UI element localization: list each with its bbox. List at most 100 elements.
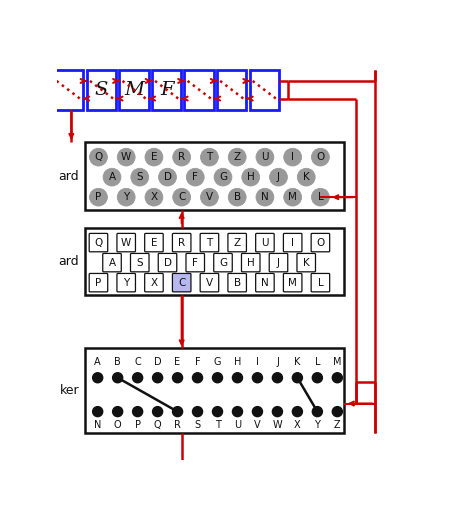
- Text: F: F: [192, 257, 198, 268]
- Text: J: J: [276, 357, 279, 368]
- Circle shape: [173, 406, 183, 417]
- Text: H: H: [234, 357, 241, 368]
- Circle shape: [252, 373, 263, 383]
- FancyBboxPatch shape: [89, 233, 108, 252]
- Text: E: E: [151, 152, 157, 162]
- Circle shape: [133, 406, 143, 417]
- FancyBboxPatch shape: [283, 273, 302, 292]
- Circle shape: [103, 169, 121, 186]
- FancyBboxPatch shape: [173, 273, 191, 292]
- Circle shape: [213, 373, 223, 383]
- Circle shape: [252, 406, 263, 417]
- Text: X: X: [294, 420, 301, 431]
- Text: F: F: [160, 81, 174, 99]
- Text: S: S: [136, 172, 143, 182]
- Text: I: I: [291, 152, 294, 162]
- Circle shape: [213, 406, 223, 417]
- Text: A: A: [108, 172, 116, 182]
- Circle shape: [292, 373, 302, 383]
- Text: D: D: [163, 172, 172, 182]
- FancyBboxPatch shape: [186, 253, 205, 272]
- Text: K: K: [303, 172, 310, 182]
- Text: E: E: [151, 238, 157, 248]
- Text: V: V: [206, 192, 213, 202]
- Circle shape: [173, 188, 190, 206]
- Bar: [185, 70, 214, 110]
- FancyBboxPatch shape: [103, 253, 121, 272]
- Text: V: V: [254, 420, 261, 431]
- Text: R: R: [174, 420, 181, 431]
- Bar: [152, 70, 181, 110]
- FancyBboxPatch shape: [173, 233, 191, 252]
- Text: S: S: [136, 257, 143, 268]
- Text: A: A: [95, 357, 101, 368]
- Text: B: B: [234, 278, 241, 287]
- Text: R: R: [178, 238, 185, 248]
- Circle shape: [93, 406, 103, 417]
- Circle shape: [192, 373, 202, 383]
- Text: Y: Y: [314, 420, 320, 431]
- Circle shape: [145, 188, 163, 206]
- Text: W: W: [121, 238, 131, 248]
- Text: J: J: [277, 172, 280, 182]
- Circle shape: [297, 169, 315, 186]
- Circle shape: [118, 188, 135, 206]
- Circle shape: [173, 373, 183, 383]
- FancyBboxPatch shape: [256, 233, 274, 252]
- Text: B: B: [234, 192, 241, 202]
- Text: D: D: [154, 357, 162, 368]
- Circle shape: [133, 373, 143, 383]
- Circle shape: [112, 406, 123, 417]
- Text: Z: Z: [234, 152, 241, 162]
- Text: N: N: [261, 192, 269, 202]
- Text: ard: ard: [58, 255, 79, 268]
- Text: N: N: [94, 420, 101, 431]
- Circle shape: [292, 406, 302, 417]
- FancyBboxPatch shape: [241, 253, 260, 272]
- Text: B: B: [114, 357, 121, 368]
- Text: Y: Y: [123, 192, 129, 202]
- FancyBboxPatch shape: [89, 273, 108, 292]
- Circle shape: [173, 148, 190, 166]
- FancyBboxPatch shape: [269, 253, 288, 272]
- Circle shape: [232, 373, 242, 383]
- FancyBboxPatch shape: [283, 233, 302, 252]
- Text: Q: Q: [95, 152, 102, 162]
- Circle shape: [145, 148, 163, 166]
- Bar: [217, 70, 246, 110]
- Circle shape: [312, 188, 329, 206]
- Text: Q: Q: [95, 238, 102, 248]
- FancyBboxPatch shape: [256, 273, 274, 292]
- Bar: [119, 70, 149, 110]
- Text: Y: Y: [123, 278, 129, 287]
- Text: W: W: [121, 152, 131, 162]
- Circle shape: [192, 406, 202, 417]
- FancyBboxPatch shape: [145, 233, 163, 252]
- Text: S: S: [195, 420, 201, 431]
- Text: X: X: [151, 278, 157, 287]
- FancyBboxPatch shape: [200, 273, 218, 292]
- Text: K: K: [303, 257, 310, 268]
- Text: ker: ker: [60, 384, 79, 398]
- Text: S: S: [95, 81, 108, 99]
- Text: U: U: [261, 238, 269, 248]
- Text: P: P: [134, 420, 140, 431]
- Bar: [250, 70, 279, 110]
- Circle shape: [232, 406, 242, 417]
- Text: N: N: [261, 278, 269, 287]
- FancyBboxPatch shape: [311, 233, 330, 252]
- Circle shape: [152, 406, 162, 417]
- Bar: [84, 348, 344, 433]
- Text: V: V: [206, 278, 213, 287]
- FancyBboxPatch shape: [117, 273, 135, 292]
- Text: R: R: [178, 152, 185, 162]
- Circle shape: [152, 373, 162, 383]
- Text: C: C: [134, 357, 141, 368]
- Text: G: G: [219, 257, 227, 268]
- Text: M: M: [288, 278, 297, 287]
- Circle shape: [186, 169, 204, 186]
- Text: C: C: [178, 278, 185, 287]
- Text: M: M: [288, 192, 297, 202]
- Circle shape: [269, 169, 287, 186]
- Circle shape: [112, 373, 123, 383]
